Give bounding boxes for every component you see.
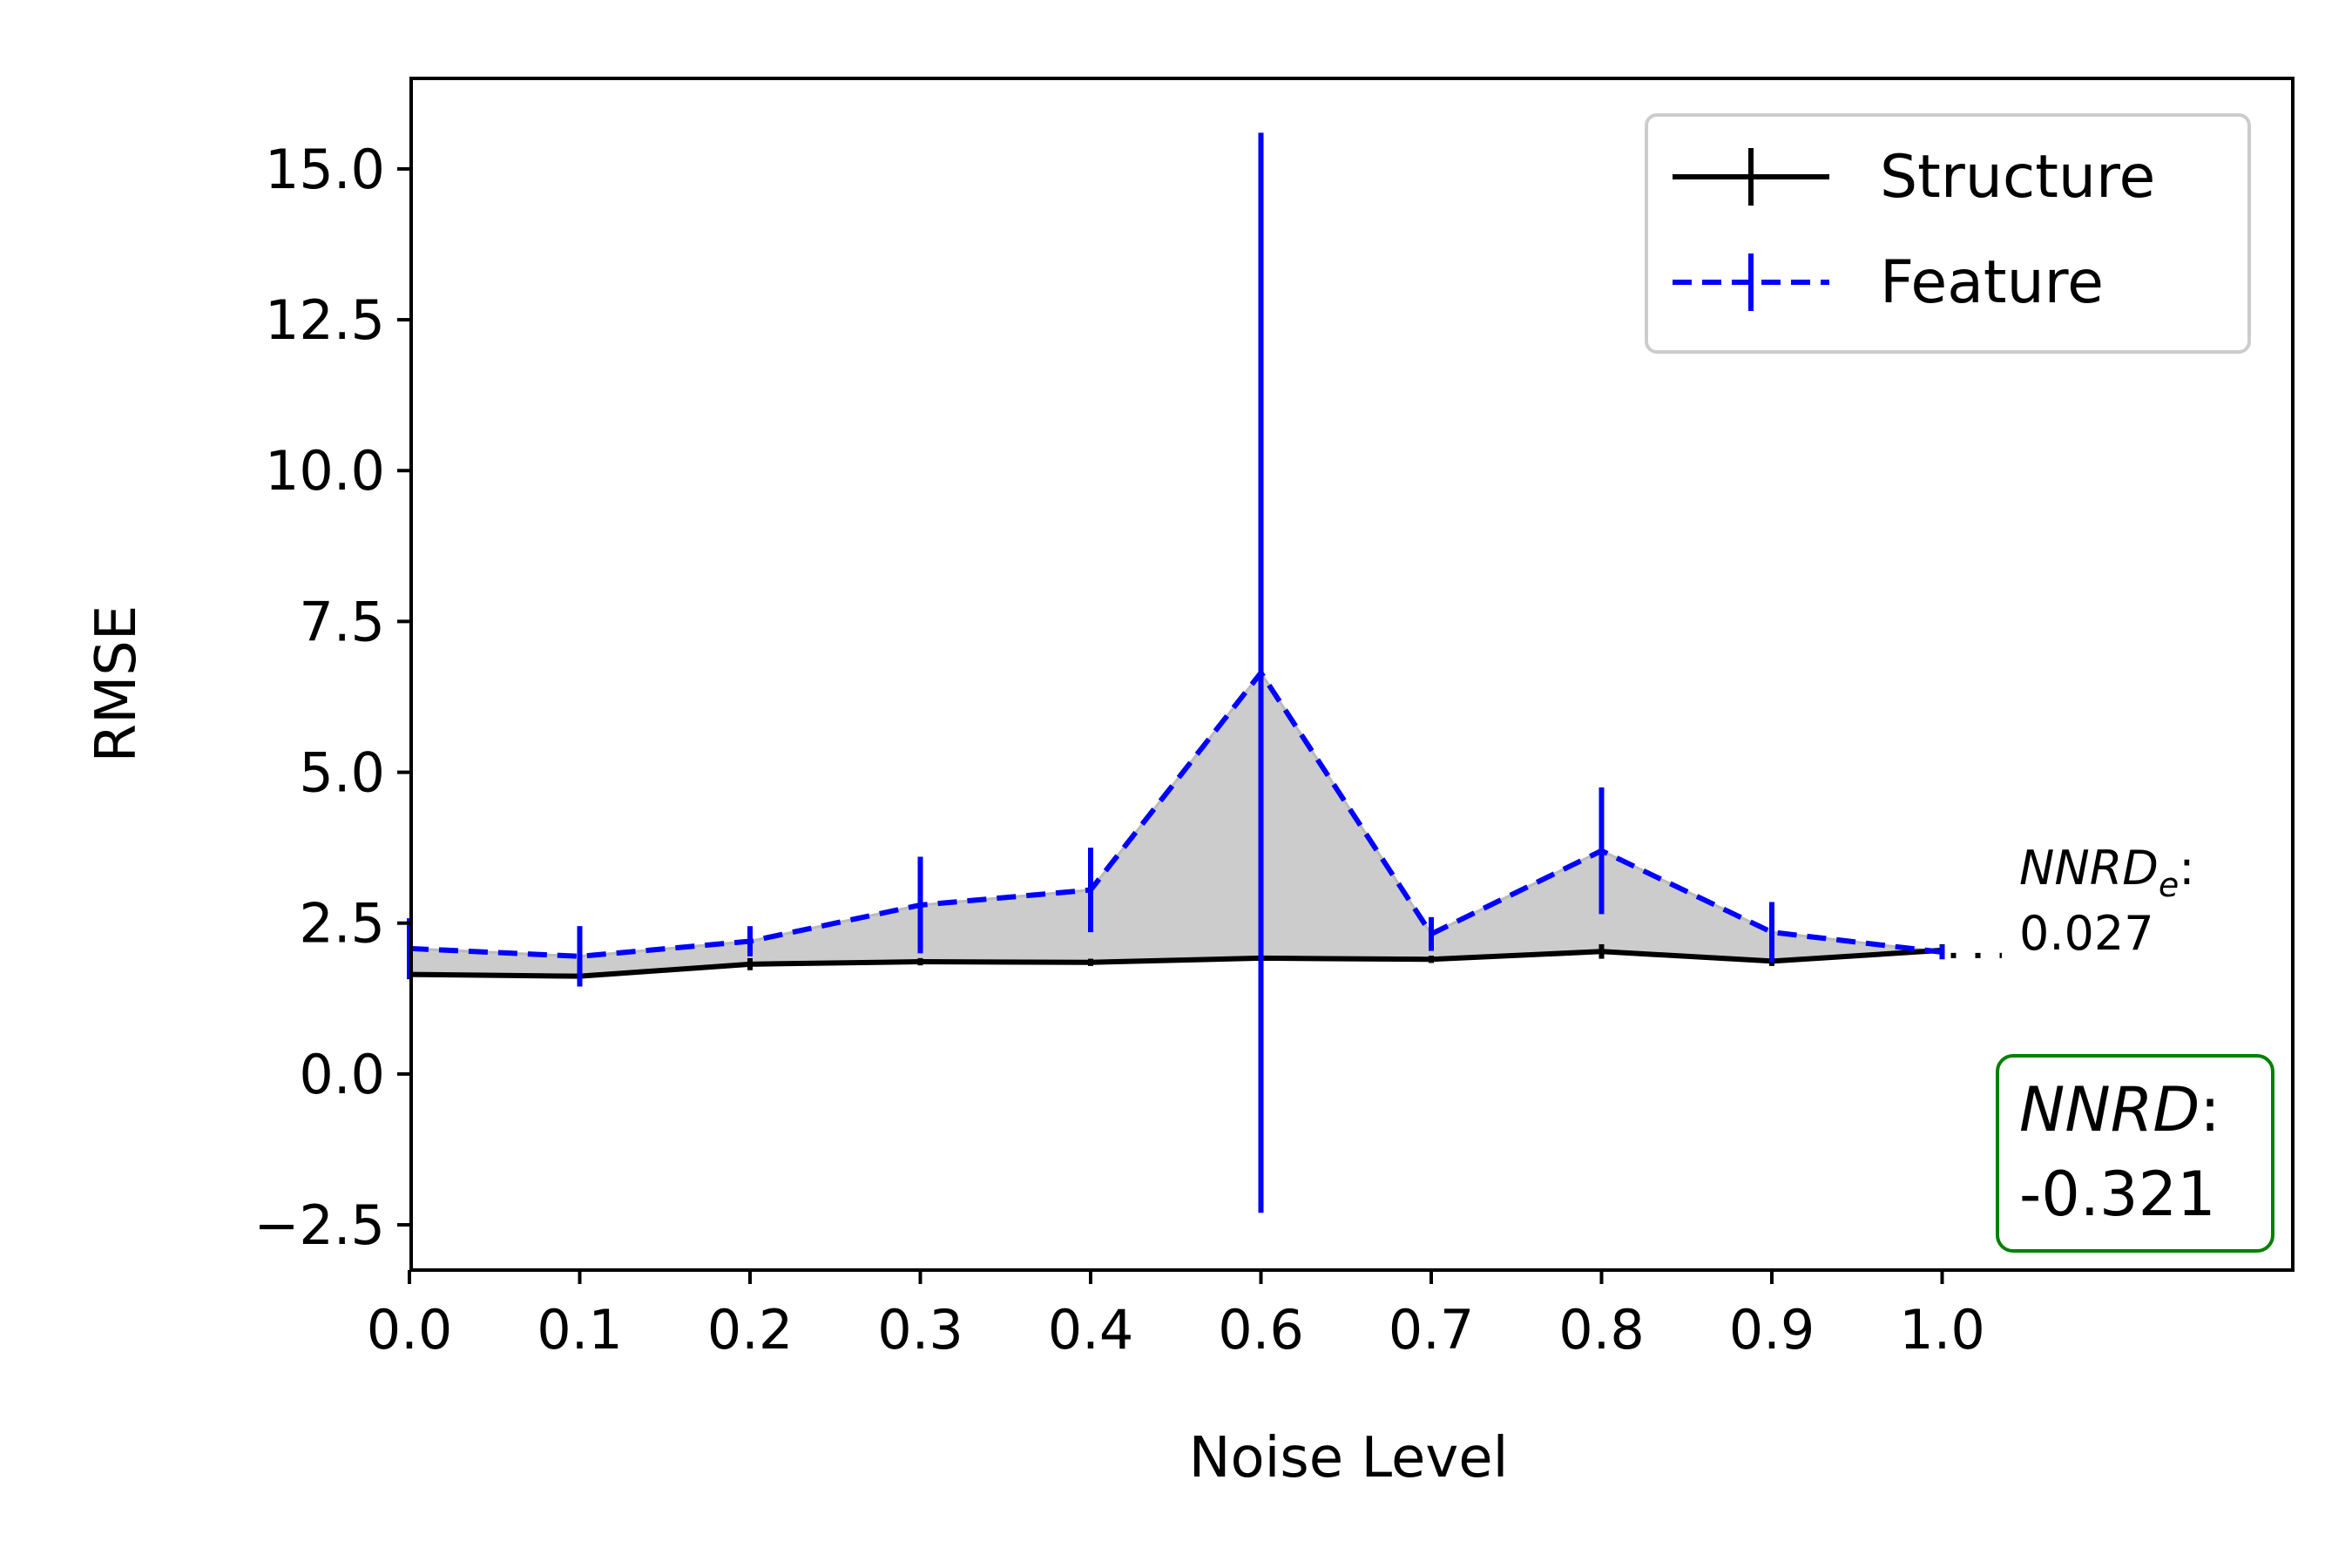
y-tick-label: 5.0 <box>299 741 385 805</box>
x-tick-label: 0.2 <box>707 1298 794 1362</box>
x-tick-label: 1.0 <box>1899 1298 1985 1362</box>
y-tick-label: 0.0 <box>299 1043 385 1106</box>
y-tick-label: 2.5 <box>299 892 385 956</box>
x-tick-label: 0.4 <box>1048 1298 1134 1362</box>
x-axis: 0.0 0.1 0.2 0.3 0.4 0.6 0.7 0.8 0.9 1.0 <box>367 1270 1985 1362</box>
nnrd-e-colon: : <box>2179 841 2194 896</box>
legend-feature-label: Feature <box>1880 248 2104 317</box>
nnrd-e-subscript: e <box>2159 866 2179 904</box>
x-tick-label: 0.7 <box>1389 1298 1475 1362</box>
x-tick-label: 0.3 <box>877 1298 963 1362</box>
y-tick-label: 10.0 <box>265 439 385 503</box>
y-axis-label: RMSE <box>84 605 149 763</box>
x-tick-label: 0.8 <box>1558 1298 1645 1362</box>
nnrd-e-value: 0.027 <box>2019 906 2154 961</box>
y-tick-label: 7.5 <box>299 590 385 653</box>
x-tick-label: 0.6 <box>1218 1298 1304 1362</box>
series-line-feature <box>409 670 1943 959</box>
nnrd-value: -0.321 <box>2019 1159 2216 1230</box>
nnrd-e-label: NNRDe: <box>2019 841 2194 904</box>
x-tick-label: 0.1 <box>537 1298 623 1362</box>
legend-entry-structure: Structure <box>1673 143 2155 212</box>
x-tick-label: 0.9 <box>1729 1298 1815 1362</box>
legend-entry-feature: Feature <box>1673 248 2104 317</box>
series-line-structure <box>409 947 1943 979</box>
y-tick-label: 15.0 <box>265 138 385 201</box>
legend-structure-label: Structure <box>1880 143 2155 212</box>
plot-frame <box>409 77 2295 1272</box>
y-tick-label: 12.5 <box>265 288 385 352</box>
y-tick-label: −2.5 <box>253 1193 385 1257</box>
x-tick-label: 0.0 <box>367 1298 453 1362</box>
y-axis: −2.5 0.0 2.5 5.0 7.5 10.0 12.5 15.0 <box>253 138 411 1257</box>
nnrd-name: NNRD <box>2019 1074 2200 1146</box>
nnrd-e-name: NNRD <box>2019 841 2159 896</box>
series-layer <box>407 132 2002 1213</box>
nnrd-annotation: NNRD: -0.321 <box>1996 1054 2274 1253</box>
nnrd-colon: : <box>2200 1074 2220 1146</box>
x-axis-label: Noise Level <box>1189 1426 1509 1490</box>
nnrd-e-annotation: NNRDe: 0.027 <box>2019 841 2194 961</box>
nnrd-box <box>1996 1054 2274 1253</box>
legend: Structure Feature <box>1645 113 2251 354</box>
nnrd-label: NNRD: <box>2019 1074 2220 1146</box>
